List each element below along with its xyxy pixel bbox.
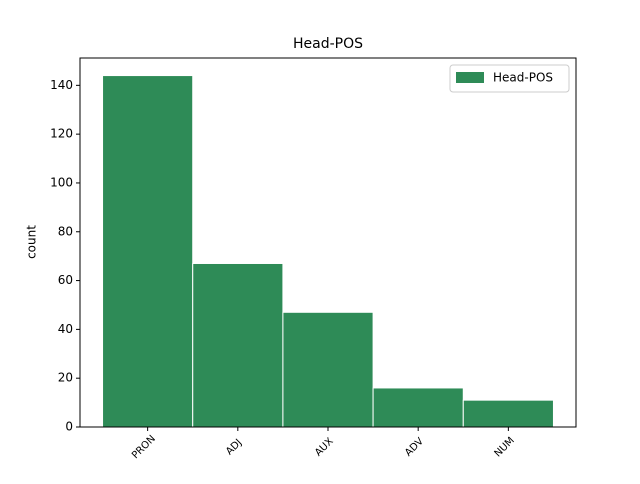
plot-frame: [79, 57, 577, 428]
y-axis-label: count: [25, 225, 39, 259]
y-tick-label: 80: [58, 224, 73, 238]
y-tick-label: 140: [50, 78, 73, 92]
bar: [462, 399, 554, 428]
legend-swatch: [456, 72, 484, 83]
y-tick-label: 100: [50, 175, 73, 189]
legend-box: [449, 64, 570, 93]
x-tick-label: ADV: [403, 436, 426, 459]
x-tick-label: PRON: [130, 433, 158, 461]
bar: [102, 75, 194, 428]
chart-title: Head-POS: [293, 36, 363, 52]
bar: [282, 311, 374, 428]
y-tick-label: 20: [58, 371, 73, 385]
x-tick-label: AUX: [313, 436, 336, 459]
y-tick-label: 40: [58, 322, 73, 336]
y-tick-label: 60: [58, 273, 73, 287]
bar: [192, 262, 284, 428]
x-tick-label: NUM: [493, 435, 517, 459]
y-tick-label: 0: [65, 420, 73, 434]
x-tick-label: ADJ: [224, 437, 244, 457]
y-tick-label: 120: [50, 127, 73, 141]
legend-label: Head-POS: [493, 71, 553, 85]
bar: [372, 387, 464, 428]
